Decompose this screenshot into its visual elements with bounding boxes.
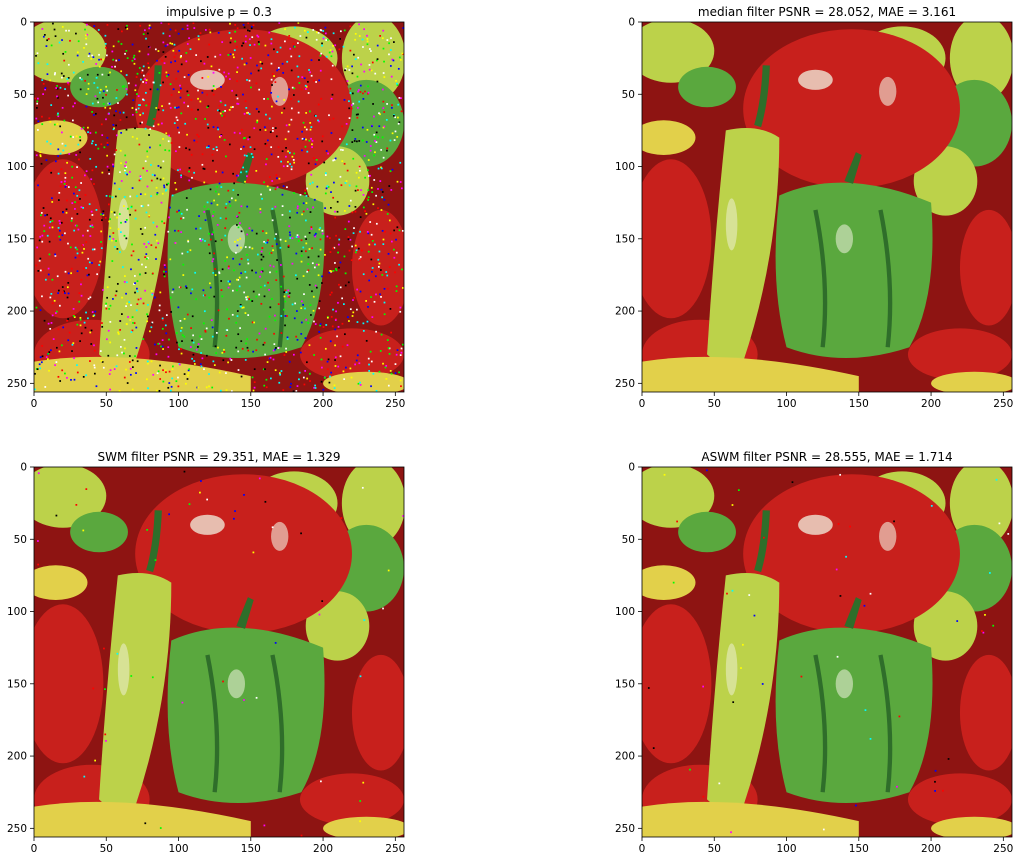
y-tick-label: 150 <box>7 678 27 690</box>
axes-frame <box>641 21 1013 393</box>
x-tick-label: 100 <box>169 843 189 855</box>
subplot-title: ASWM filter PSNR = 28.555, MAE = 1.714 <box>701 450 952 464</box>
axes-frame <box>641 466 1013 838</box>
x-tick-label: 50 <box>100 843 113 855</box>
axes-frame <box>33 21 405 393</box>
subplot-title: median filter PSNR = 28.052, MAE = 3.161 <box>698 5 956 19</box>
y-tick-label: 50 <box>14 534 27 546</box>
x-tick-label: 0 <box>639 843 646 855</box>
image-panel-2 <box>642 22 1012 392</box>
y-tick-label: 250 <box>615 823 635 835</box>
y-tick-label: 0 <box>20 17 27 29</box>
x-tick-label: 200 <box>313 398 333 410</box>
axes-frame <box>33 466 405 838</box>
y-tick-label: 200 <box>7 306 27 318</box>
y-tick-label: 250 <box>7 823 27 835</box>
y-tick-label: 150 <box>615 233 635 245</box>
subplot-title: impulsive p = 0.3 <box>166 5 272 19</box>
y-tick-label: 50 <box>622 89 635 101</box>
y-tick-label: 200 <box>615 751 635 763</box>
x-tick-label: 100 <box>777 843 797 855</box>
y-tick-label: 100 <box>7 161 27 173</box>
x-tick-label: 200 <box>921 843 941 855</box>
x-tick-label: 150 <box>849 843 869 855</box>
y-tick-label: 0 <box>628 17 635 29</box>
image-panel-4 <box>642 467 1012 837</box>
x-tick-label: 200 <box>921 398 941 410</box>
x-tick-label: 250 <box>385 398 405 410</box>
y-tick-label: 200 <box>7 751 27 763</box>
x-tick-label: 0 <box>31 843 38 855</box>
x-tick-label: 100 <box>169 398 189 410</box>
y-tick-label: 250 <box>615 378 635 390</box>
subplot-4: ASWM filter PSNR = 28.555, MAE = 1.714 0 5… <box>615 450 1013 855</box>
x-tick-label: 50 <box>100 398 113 410</box>
x-tick-label: 150 <box>241 398 261 410</box>
y-tick-label: 150 <box>615 678 635 690</box>
subplot-2: median filter PSNR = 28.052, MAE = 3.161… <box>615 5 1013 410</box>
y-tick-label: 100 <box>615 161 635 173</box>
subplot-3: SWM filter PSNR = 29.351, MAE = 1.329 0 50… <box>7 450 405 855</box>
x-tick-label: 150 <box>241 843 261 855</box>
subplot-1: impulsive p = 0.3 0 50 100 150 200 250 0 50 100 15… <box>7 5 405 410</box>
y-tick-label: 50 <box>622 534 635 546</box>
x-tick-label: 250 <box>993 843 1013 855</box>
y-tick-label: 150 <box>7 233 27 245</box>
image-panel-3 <box>34 467 404 837</box>
y-tick-label: 0 <box>628 462 635 474</box>
image-panel-1 <box>34 22 404 392</box>
y-tick-label: 100 <box>7 606 27 618</box>
x-tick-label: 50 <box>708 843 721 855</box>
x-tick-label: 250 <box>385 843 405 855</box>
y-tick-label: 50 <box>14 89 27 101</box>
subplot-title: SWM filter PSNR = 29.351, MAE = 1.329 <box>97 450 340 464</box>
x-tick-label: 100 <box>777 398 797 410</box>
x-tick-label: 0 <box>639 398 646 410</box>
y-tick-label: 0 <box>20 462 27 474</box>
x-tick-label: 250 <box>993 398 1013 410</box>
y-tick-label: 200 <box>615 306 635 318</box>
x-tick-label: 50 <box>708 398 721 410</box>
x-tick-label: 0 <box>31 398 38 410</box>
x-tick-label: 150 <box>849 398 869 410</box>
y-tick-label: 100 <box>615 606 635 618</box>
y-tick-label: 250 <box>7 378 27 390</box>
x-tick-label: 200 <box>313 843 333 855</box>
